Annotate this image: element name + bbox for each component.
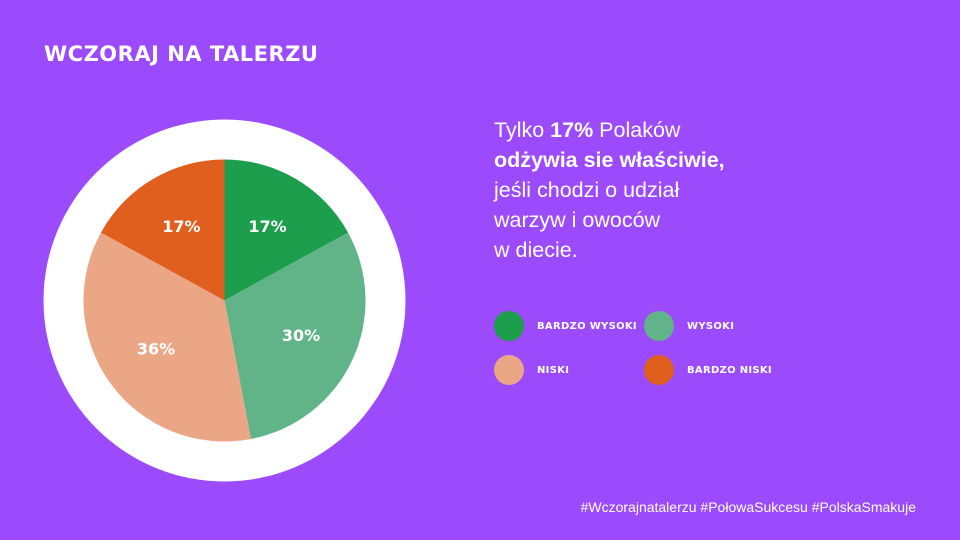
footer-hashtags: #Wczorajnatalerzu #PołowaSukcesu #Polska… — [580, 499, 916, 515]
legend-swatch — [644, 311, 674, 341]
pie-chart-svg: 17% 30% 36% 17% — [43, 119, 406, 482]
legend-swatch — [644, 355, 674, 385]
pie-slice-value-label: 17% — [248, 217, 286, 236]
legend-label: WYSOKI — [687, 320, 735, 332]
description-line-3: jeśli chodzi o udział — [494, 178, 680, 202]
legend-item-wysoki: WYSOKI — [644, 311, 734, 341]
description-line-4: warzyw i owoców — [494, 208, 661, 232]
description-line-5: w diecie. — [494, 238, 578, 262]
legend-item-bardzo-niski: BARDZO NISKI — [644, 355, 772, 385]
pie-slice-value-label: 30% — [282, 326, 320, 345]
pie-slice-value-label: 17% — [162, 217, 200, 236]
legend: BARDZO WYSOKI WYSOKI NISKI BARDZO NISKI — [494, 311, 894, 385]
pie-chart: 17% 30% 36% 17% — [43, 119, 406, 482]
pie-slice-bardzo-wysoki — [224, 159, 349, 301]
pie-slice-wysoki — [224, 232, 366, 440]
pie-slice-value-label: 36% — [137, 340, 175, 359]
legend-swatch — [494, 311, 524, 341]
legend-item-niski: NISKI — [494, 355, 569, 385]
legend-label: NISKI — [537, 364, 570, 376]
pie-slice-bardzo-niski — [100, 159, 225, 301]
description-line-2: odżywia sie właściwie, — [494, 148, 725, 172]
description-line-1: Tylko 17% Polaków — [494, 118, 681, 142]
legend-label: BARDZO WYSOKI — [537, 320, 637, 332]
legend-item-bardzo-wysoki: BARDZO WYSOKI — [494, 311, 637, 341]
pie-slice-niski — [83, 232, 251, 442]
legend-swatch — [494, 355, 524, 385]
description-text: Tylko 17% Polaków odżywia sie właściwie,… — [494, 115, 894, 265]
legend-label: BARDZO NISKI — [687, 364, 772, 376]
page-title: WCZORAJ NA TALERZU — [44, 42, 319, 66]
